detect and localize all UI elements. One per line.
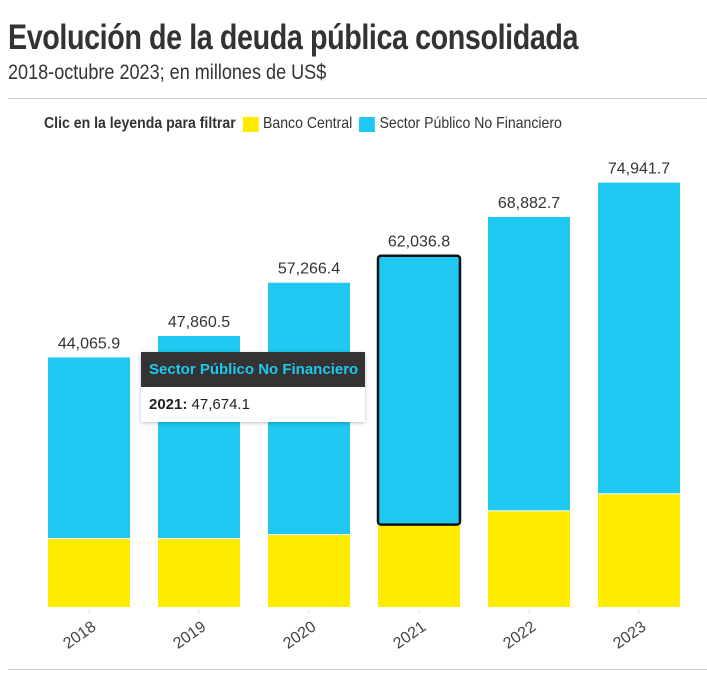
bar-segment-banco-central[interactable] [378, 525, 460, 607]
total-label: 62,036.8 [388, 234, 450, 251]
top-divider [8, 98, 707, 99]
tooltip-body: 2021: 47,674.1 [141, 387, 365, 422]
legend-instruction: Clic en la leyenda para filtrar [44, 115, 236, 132]
legend-swatch [359, 116, 376, 132]
x-tick-label: 2023 [610, 618, 649, 652]
x-tick-label: 2022 [500, 618, 539, 652]
tooltip-year: 2021: [149, 396, 188, 413]
bar-segment-sector-publico[interactable] [376, 254, 462, 526]
bar-segment-sector-publico[interactable] [488, 216, 570, 511]
legend-item-banco-central[interactable]: Banco Central [242, 115, 353, 133]
chart-subtitle: 2018-octubre 2023; en millones de US$ [8, 61, 327, 84]
bar-segment-banco-central[interactable] [598, 494, 680, 607]
total-label: 74,941.7 [608, 161, 670, 178]
chart-title: Evolución de la deuda pública consolidad… [8, 18, 579, 57]
legend-label: Banco Central [263, 115, 353, 132]
total-label: 57,266.4 [278, 261, 340, 278]
total-label: 44,065.9 [58, 335, 120, 352]
legend: Clic en la leyenda para filtrar Banco Ce… [44, 115, 569, 133]
tooltip: Sector Público No Financiero 2021: 47,67… [141, 352, 365, 422]
total-label: 68,882.7 [498, 195, 560, 212]
bar-segment-banco-central[interactable] [268, 535, 350, 607]
legend-label: Sector Público No Financiero [379, 115, 562, 132]
tooltip-series: Sector Público No Financiero [141, 352, 365, 387]
tooltip-value: 47,674.1 [191, 396, 250, 413]
total-label: 47,860.5 [168, 314, 230, 331]
x-tick-label: 2018 [60, 618, 99, 652]
bar-segment-banco-central[interactable] [488, 511, 570, 607]
bottom-divider [8, 669, 707, 670]
legend-item-sector-publico[interactable]: Sector Público No Financiero [359, 115, 562, 133]
bar-segment-banco-central[interactable] [158, 539, 240, 607]
x-tick-label: 2021 [390, 618, 429, 652]
x-tick-label: 2020 [280, 618, 319, 652]
bar-segment-banco-central[interactable] [48, 539, 130, 607]
x-tick-label: 2019 [170, 618, 209, 652]
bar-segment-sector-publico[interactable] [598, 182, 680, 494]
bar-segment-sector-publico[interactable] [48, 357, 130, 539]
legend-swatch [242, 116, 259, 132]
